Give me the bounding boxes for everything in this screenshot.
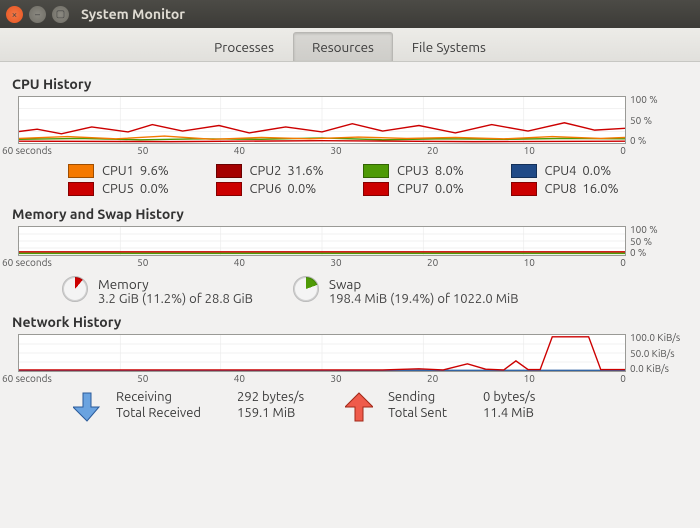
tab-bar: Processes Resources File Systems <box>0 28 700 62</box>
network-xlabels: 60 seconds 50 40 30 20 10 0 <box>16 373 626 384</box>
maximize-icon[interactable]: ▢ <box>52 6 69 23</box>
swatch-icon <box>511 164 537 178</box>
cpu-plot-svg <box>19 97 625 143</box>
network-details: Receiving 292 bytes/s Total Received 159… <box>72 390 678 424</box>
legend-label: CPU8 16.0% <box>545 182 619 196</box>
send-total: 11.4 MiB <box>483 406 535 420</box>
memswap-xlabels: 60 seconds 50 40 30 20 10 0 <box>16 257 626 268</box>
memory-text: 3.2 GiB (11.2%) of 28.8 GiB <box>98 292 253 306</box>
legend-cpu6[interactable]: CPU6 0.0% <box>216 182 364 196</box>
cpu-legend: CPU1 9.6% CPU2 31.6% CPU3 8.0% CPU4 0.0%… <box>68 164 658 196</box>
memswap-plot-svg <box>19 227 625 255</box>
memswap-details: Memory 3.2 GiB (11.2%) of 28.8 GiB Swap … <box>62 276 658 306</box>
recv-total: 159.1 MiB <box>237 406 304 420</box>
legend-cpu8[interactable]: CPU8 16.0% <box>511 182 659 196</box>
down-arrow-icon <box>72 390 102 424</box>
window-title: System Monitor <box>81 6 185 22</box>
up-arrow-icon <box>344 390 374 424</box>
network-chart: 100.0 KiB/s 50.0 KiB/s 0.0 KiB/s 60 seco… <box>18 334 684 384</box>
swap-block: Swap 198.4 MiB (19.4%) of 1022.0 MiB <box>293 276 519 306</box>
recv-label: Receiving <box>116 390 201 404</box>
tab-filesystems[interactable]: File Systems <box>393 32 505 61</box>
memory-pie-icon <box>62 276 88 302</box>
titlebar: × – ▢ System Monitor <box>0 0 700 28</box>
legend-cpu7[interactable]: CPU7 0.0% <box>363 182 511 196</box>
legend-label: CPU2 31.6% <box>250 164 324 178</box>
swatch-icon <box>68 164 94 178</box>
swatch-icon <box>363 164 389 178</box>
minimize-icon[interactable]: – <box>29 6 46 23</box>
network-title: Network History <box>12 314 688 330</box>
memswap-title: Memory and Swap History <box>12 206 688 222</box>
cpu-chart: 100 % 50 % 0 % 60 seconds 50 40 30 20 10… <box>18 96 684 156</box>
legend-cpu3[interactable]: CPU3 8.0% <box>363 164 511 178</box>
network-plot-svg <box>19 335 625 371</box>
cpu-title: CPU History <box>12 76 688 92</box>
send-label: Sending <box>388 390 447 404</box>
send-rate: 0 bytes/s <box>483 390 535 404</box>
legend-label: CPU3 8.0% <box>397 164 464 178</box>
recv-total-label: Total Received <box>116 406 201 420</box>
swap-text: 198.4 MiB (19.4%) of 1022.0 MiB <box>329 292 519 306</box>
close-icon[interactable]: × <box>6 6 23 23</box>
legend-label: CPU5 0.0% <box>102 182 169 196</box>
legend-label: CPU1 9.6% <box>102 164 169 178</box>
swatch-icon <box>511 182 537 196</box>
swap-pie-icon <box>293 276 319 302</box>
sending-block: Sending 0 bytes/s Total Sent 11.4 MiB <box>344 390 535 424</box>
legend-label: CPU4 0.0% <box>545 164 612 178</box>
legend-cpu2[interactable]: CPU2 31.6% <box>216 164 364 178</box>
swap-label: Swap <box>329 276 519 292</box>
tab-processes[interactable]: Processes <box>195 32 293 61</box>
swatch-icon <box>216 164 242 178</box>
legend-cpu4[interactable]: CPU4 0.0% <box>511 164 659 178</box>
receiving-block: Receiving 292 bytes/s Total Received 159… <box>72 390 304 424</box>
tab-resources[interactable]: Resources <box>293 32 393 61</box>
memswap-ylabels: 100 % 50 % 0 % <box>630 224 684 258</box>
cpu-ylabels: 100 % 50 % 0 % <box>630 94 684 146</box>
swatch-icon <box>68 182 94 196</box>
legend-label: CPU7 0.0% <box>397 182 464 196</box>
network-ylabels: 100.0 KiB/s 50.0 KiB/s 0.0 KiB/s <box>630 332 684 374</box>
legend-cpu1[interactable]: CPU1 9.6% <box>68 164 216 178</box>
legend-label: CPU6 0.0% <box>250 182 317 196</box>
swatch-icon <box>363 182 389 196</box>
memswap-chart: 100 % 50 % 0 % 60 seconds 50 40 30 20 10… <box>18 226 684 268</box>
cpu-xlabels: 60 seconds 50 40 30 20 10 0 <box>16 145 626 156</box>
memory-label: Memory <box>98 276 253 292</box>
content-area: CPU History 100 % 50 % 0 % 60 seconds 50… <box>0 62 700 428</box>
swatch-icon <box>216 182 242 196</box>
send-total-label: Total Sent <box>388 406 447 420</box>
legend-cpu5[interactable]: CPU5 0.0% <box>68 182 216 196</box>
recv-rate: 292 bytes/s <box>237 390 304 404</box>
memory-block: Memory 3.2 GiB (11.2%) of 28.8 GiB <box>62 276 253 306</box>
